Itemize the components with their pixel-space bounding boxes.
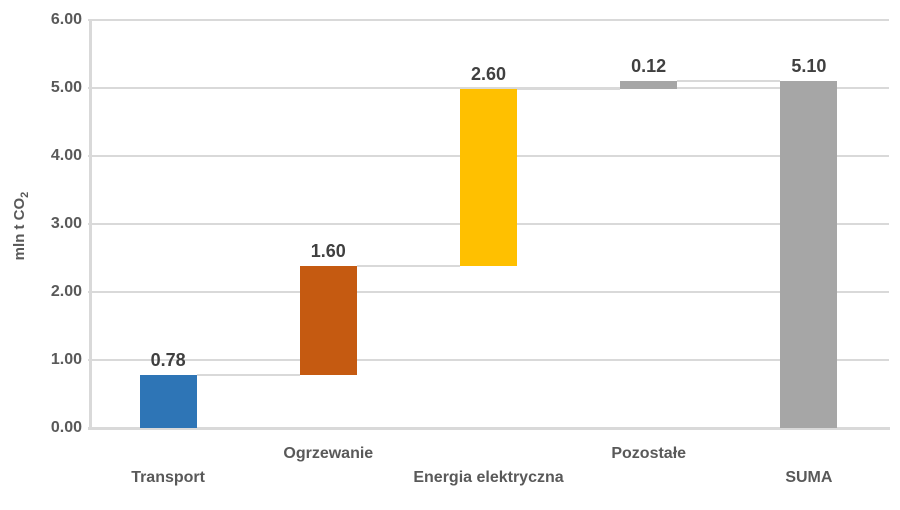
category-label-energia-elektryczna: Energia elektryczna — [413, 469, 564, 486]
waterfall-connector — [517, 88, 621, 91]
gridline — [88, 291, 889, 293]
waterfall-connector — [677, 80, 781, 83]
gridline — [88, 359, 889, 361]
y-axis-title-subscript: 2 — [19, 191, 31, 198]
data-label-transport: 0.78 — [150, 349, 186, 370]
bar-ogrzewanie — [299, 266, 357, 375]
x-axis-line — [88, 427, 890, 430]
y-axis-title: mln t CO2 — [11, 192, 31, 261]
y-tick-label: 2.00 — [50, 283, 82, 300]
bar-pozostale — [620, 81, 678, 90]
bar-transport — [139, 374, 197, 428]
y-tick-label: 5.00 — [50, 79, 82, 96]
waterfall-connector — [356, 265, 460, 268]
category-label-transport: Transport — [131, 469, 205, 486]
data-label-energia-elektryczna: 2.60 — [470, 64, 507, 85]
waterfall-connector — [196, 373, 300, 376]
category-label-suma: SUMA — [785, 469, 833, 486]
category-label-pozostale: Pozostałe — [611, 445, 687, 462]
y-tick-label: 0.00 — [50, 419, 82, 436]
bar-suma — [780, 81, 838, 428]
y-axis-title-text: mln t CO — [11, 197, 28, 261]
y-tick-label: 1.00 — [50, 351, 82, 368]
y-tick-label: 3.00 — [50, 215, 82, 232]
gridline — [88, 87, 889, 89]
y-axis-line — [89, 19, 92, 430]
gridline — [88, 19, 889, 21]
y-tick-label: 4.00 — [50, 147, 82, 164]
y-tick-label: 6.00 — [50, 11, 82, 28]
data-label-suma: 5.10 — [791, 56, 827, 77]
bar-energia-elektryczna — [460, 89, 517, 267]
data-label-ogrzewanie: 1.60 — [310, 241, 346, 262]
data-label-pozostale: 0.12 — [631, 56, 667, 77]
category-label-ogrzewanie: Ogrzewanie — [283, 445, 374, 462]
